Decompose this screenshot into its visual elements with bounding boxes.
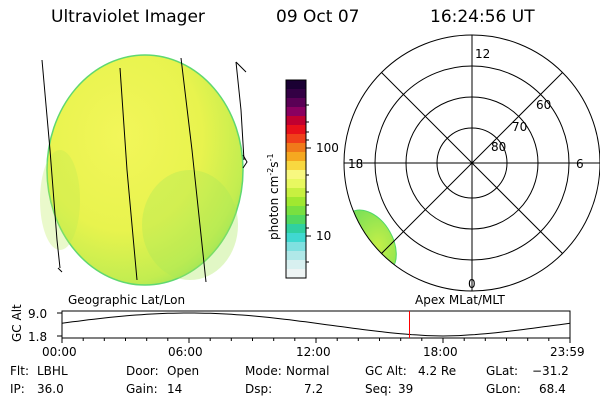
mlat-label-60: 60 [536,98,552,112]
colorbar-band [286,242,306,252]
glat-value: −31.2 [532,364,569,378]
colorbar-unit-label: photon cm-2s-1 [266,80,281,240]
colorbar-band [286,80,306,90]
gcalt-label: GC Alt: [365,364,407,378]
colorbar-band [286,206,306,216]
colorbar-band [286,260,306,270]
colorbar-unit-exp2: -1 [266,153,275,162]
mlt-label-6: 6 [576,157,584,171]
colorbar-band [286,251,306,261]
colorbar-band [286,215,306,225]
date-label: 09 Oct 07 [276,7,360,27]
polar-plot [343,34,600,292]
colorbar-unit-s: s [267,161,281,168]
mode-value: Normal [286,364,330,378]
colorbar-band [286,107,306,117]
mlat-label-70: 70 [512,120,528,134]
mode-label: Mode: [245,364,282,378]
colorbar-ticks [306,104,311,263]
mlt-label-0: 0 [468,277,476,291]
altitude-ylabel: GC Alt [10,304,24,342]
colorbar-band [286,161,306,171]
colorbar-band [286,170,306,180]
colorbar-band [286,89,306,99]
mlt-label-18: 18 [348,157,364,171]
polar-diagonal-2 [381,72,563,254]
earth-disk-image [40,54,244,286]
xtick-label-1800: 18:00 [423,345,458,359]
colorbar [286,80,306,279]
colorbar-frame [285,79,307,279]
door-label: Door: [126,364,159,378]
time-label: 16:24:56 UT [430,7,535,27]
colorbar-unit-exp1: -2 [266,167,275,176]
xtick-label-0000: 00:00 [42,345,77,359]
colorbar-band [286,125,306,135]
mlat-label-80: 80 [491,140,507,154]
colorbar-band [286,269,306,279]
colorbar-band [286,152,306,162]
colorbar-band [286,233,306,243]
dsp-label: Dsp: [245,382,273,396]
flt-value: LBHL [37,364,68,378]
ip-label: IP: [10,382,25,396]
gain-label: Gain: [126,382,158,396]
dsp-value: 7.2 [304,382,324,396]
glon-label: GLon: [486,382,521,396]
colorbar-band [286,116,306,126]
glat-label: GLat: [486,364,519,378]
ytick-label-1-8: 1.8 [28,330,48,344]
colorbar-band [286,179,306,189]
geographic-label: Geographic Lat/Lon [68,293,186,307]
glon-value: 68.4 [539,382,566,396]
colorbar-tick-10: 10 [316,229,332,243]
altitude-curve [61,312,571,337]
xtick-label-2359: 23:59 [550,345,585,359]
instrument-title: Ultraviolet Imager [51,7,205,27]
colorbar-band [286,143,306,153]
colorbar-band [286,197,306,207]
aurora-blob [350,209,397,270]
seq-label: Seq: [365,382,392,396]
time-ticks [61,338,571,343]
colorbar-band [286,134,306,144]
colorbar-band [286,224,306,234]
gain-value: 14 [167,382,183,396]
mlt-label-12: 12 [475,47,491,61]
gcalt-value: 4.2 Re [418,364,457,378]
colorbar-band [286,98,306,108]
seq-value: 39 [398,382,414,396]
colorbar-tick-100: 100 [316,141,339,155]
colorbar-band [286,188,306,198]
ip-value: 36.0 [37,382,64,396]
ytick-label-9: 9.0 [28,307,48,321]
colorbar-unit-text: photon cm [267,175,281,240]
door-value: Open [167,364,200,378]
altitude-plot [57,310,571,343]
apex-label: Apex MLat/MLT [415,293,505,307]
xtick-label-0600: 06:00 [168,345,203,359]
geographic-grid-lines [41,57,248,283]
flt-label: Flt: [10,364,29,378]
xtick-label-1200: 12:00 [296,345,331,359]
